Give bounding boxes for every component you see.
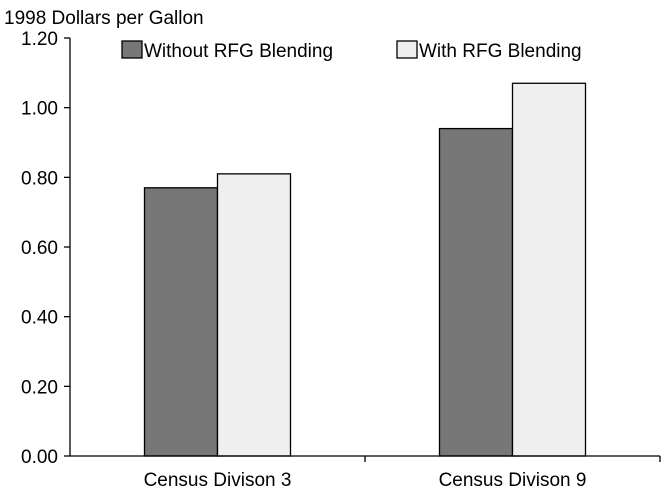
legend-label-with-rfg: With RFG Blending — [419, 41, 582, 62]
x-category-label: Census Divison 3 — [144, 470, 292, 491]
legend: Without RFG Blending With RFG Blending — [121, 40, 582, 62]
y-tick-label: 0.20 — [21, 377, 58, 398]
bar-without-rfg-2 — [438, 127, 514, 457]
y-tick-label: 0.80 — [21, 168, 58, 189]
legend-swatch-with-rfg — [396, 40, 418, 59]
x-category-label: Census Divison 9 — [439, 470, 587, 491]
plot-area — [143, 82, 587, 457]
y-axis-title: 1998 Dollars per Gallon — [4, 8, 204, 29]
x-axis: Census Divison 3 Census Divison 9 — [144, 456, 661, 491]
bar-without-rfg-1 — [143, 187, 219, 457]
y-tick-label: 0.60 — [21, 238, 58, 259]
legend-label-without-rfg: Without RFG Blending — [144, 41, 333, 62]
y-tick-label: 1.20 — [21, 29, 58, 50]
y-tick-label: 0.40 — [21, 308, 58, 329]
y-tick-label: 0.00 — [21, 447, 58, 468]
bar-with-rfg-1 — [216, 173, 292, 457]
bar-with-rfg-2 — [511, 82, 587, 457]
y-axis: 0.00 0.20 0.40 0.60 0.80 1.00 1.20 — [21, 29, 70, 468]
legend-swatch-without-rfg — [121, 40, 143, 59]
y-tick-label: 1.00 — [21, 99, 58, 120]
